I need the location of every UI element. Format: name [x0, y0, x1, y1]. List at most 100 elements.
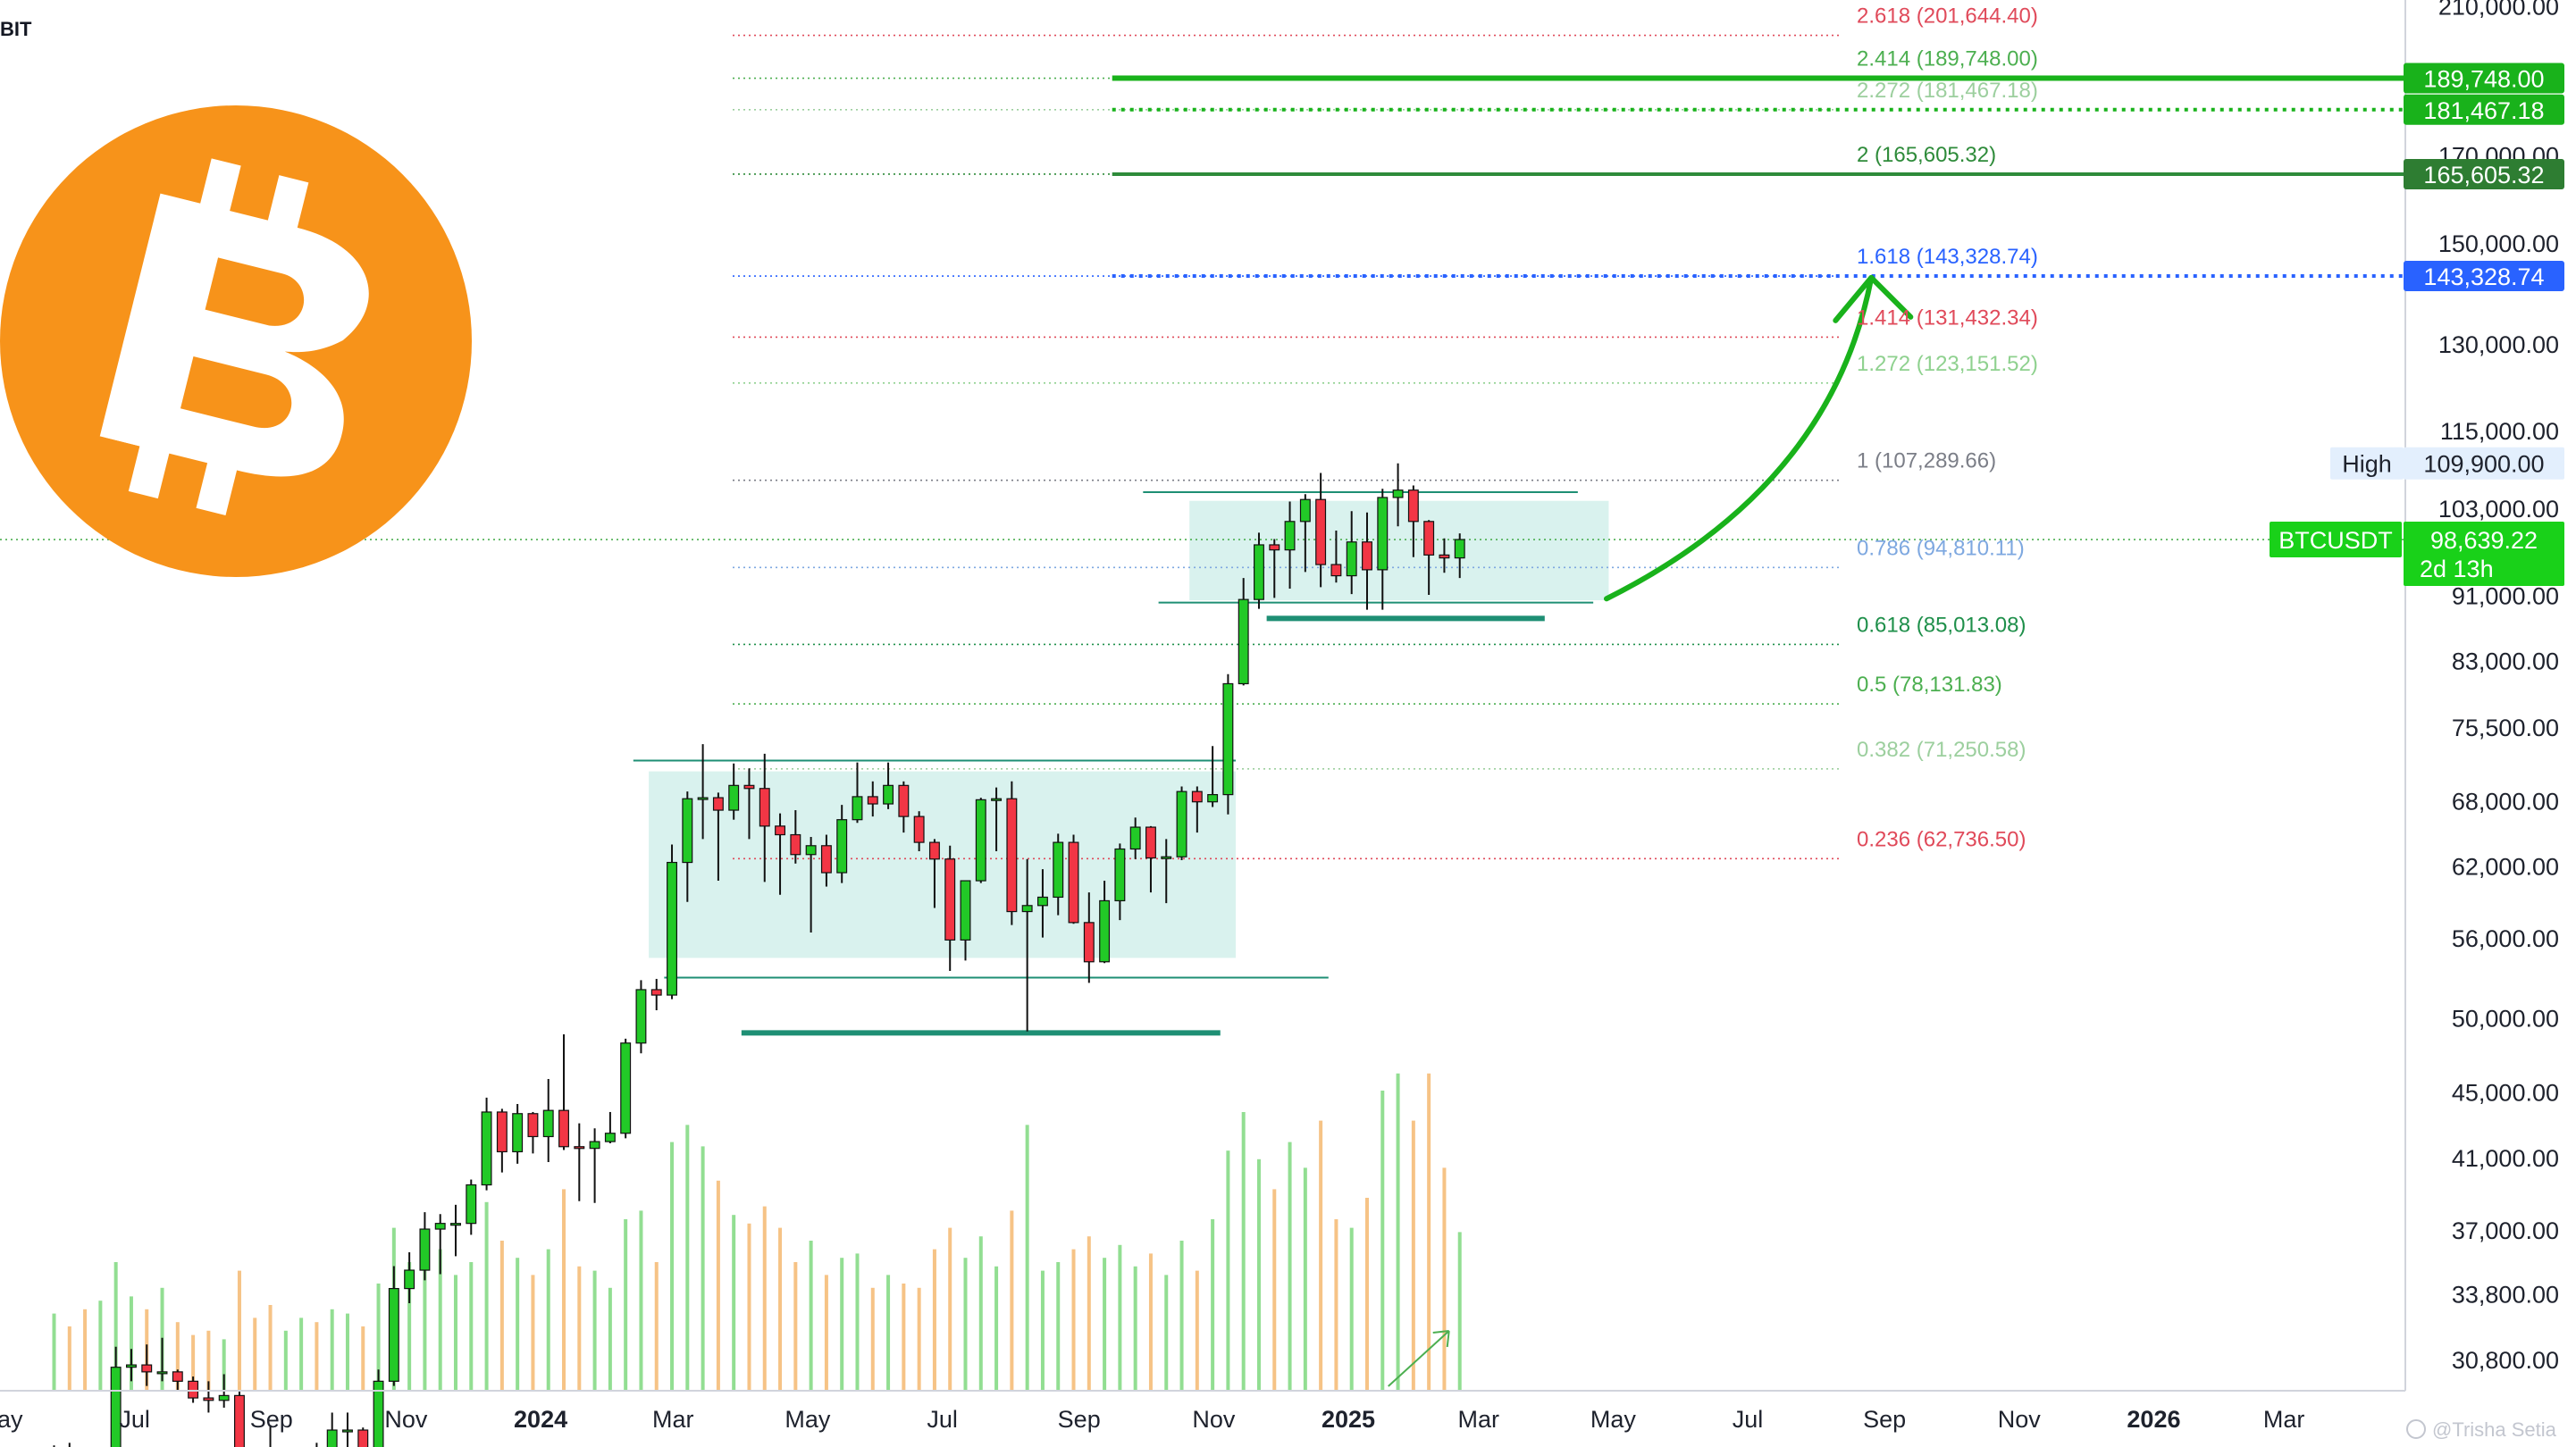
volume-bar	[1303, 1167, 1307, 1391]
volume-bar	[1133, 1266, 1137, 1391]
candle-body	[110, 1367, 122, 1447]
price-tick-label[interactable]: 210,000.00	[2438, 0, 2559, 20]
volume-bar	[747, 1223, 751, 1391]
time-tick-label[interactable]: Sep	[1058, 1406, 1101, 1433]
high-badge-label: High	[2342, 451, 2392, 478]
time-tick-label[interactable]: May	[1590, 1406, 1637, 1433]
price-axis-badges: 189,748.00 181,467.18 165,605.32 143,328.74…	[2270, 63, 2564, 587]
volume-bar	[592, 1270, 597, 1391]
volume-bar	[1427, 1073, 1431, 1391]
time-tick-label[interactable]: Jul	[1733, 1406, 1764, 1433]
volume-bar	[608, 1287, 612, 1391]
candle-body	[1254, 544, 1264, 600]
price-badge-text: 189,748.00	[2423, 66, 2544, 93]
time-tick-label[interactable]: 2024	[514, 1406, 567, 1433]
candle-body	[1068, 841, 1079, 924]
price-tick-label[interactable]: 150,000.00	[2438, 230, 2559, 257]
price-tick-label[interactable]: 45,000.00	[2452, 1080, 2559, 1107]
price-badge-text: 165,605.32	[2423, 162, 2544, 188]
current-price-text: 98,639.22	[2430, 527, 2538, 554]
candle-body	[1392, 489, 1404, 498]
price-tick-label[interactable]: 130,000.00	[2438, 331, 2559, 358]
projection-arrows	[1388, 274, 1914, 1387]
candle-body	[342, 1429, 353, 1433]
volume-bar	[1396, 1073, 1400, 1391]
price-tick-label[interactable]: 30,800.00	[2452, 1347, 2559, 1374]
time-tick-label[interactable]: Mar	[652, 1406, 694, 1433]
volume-bar	[577, 1266, 582, 1391]
symbol-badge-bg	[2270, 522, 2402, 558]
candle-body	[667, 861, 677, 996]
volume-bar	[1288, 1142, 1292, 1391]
price-tick-label[interactable]: 56,000.00	[2452, 925, 2559, 952]
volume-bar	[299, 1317, 304, 1391]
candle-body	[388, 1287, 399, 1382]
time-tick-label[interactable]: Mar	[2263, 1406, 2305, 1433]
time-tick-label[interactable]: Jul	[927, 1406, 958, 1433]
volume-bar	[732, 1215, 736, 1391]
time-tick-label[interactable]: Nov	[1192, 1406, 1236, 1433]
volume-bar	[670, 1142, 675, 1391]
time-tick-label[interactable]: Nov	[384, 1406, 428, 1433]
consolidation-zone	[649, 771, 1237, 958]
fib-level-label: 1.618 (143,328.74)	[1857, 245, 2038, 269]
price-tick-label[interactable]: 41,000.00	[2452, 1145, 2559, 1172]
price-tick-label[interactable]: 50,000.00	[2452, 1005, 2559, 1032]
price-tick-label[interactable]: 103,000.00	[2438, 496, 2559, 523]
volume-bar	[902, 1284, 906, 1391]
time-axis[interactable]: May Jul Sep Nov 2024 Mar May Jul Sep Nov 2025 Mar Ma…	[0, 1406, 2304, 1433]
price-badge-bg	[2404, 94, 2564, 125]
candle-body	[1176, 790, 1187, 857]
volume-bar	[175, 1322, 180, 1391]
candle-body	[775, 825, 786, 836]
price-tick-label[interactable]: 33,800.00	[2452, 1282, 2559, 1309]
price-tick-label[interactable]: 75,500.00	[2452, 715, 2559, 741]
candle-body	[1346, 541, 1357, 577]
time-tick-label[interactable]: May	[785, 1406, 831, 1433]
volume-bar	[1241, 1112, 1246, 1391]
time-tick-label[interactable]: May	[0, 1406, 23, 1433]
fib-level-label: 2 (165,605.32)	[1857, 143, 1996, 167]
candle-body	[743, 784, 755, 790]
time-tick-label[interactable]: 2026	[2127, 1406, 2180, 1433]
candle-body	[883, 784, 894, 805]
price-tick-label[interactable]: 91,000.00	[2452, 583, 2559, 610]
price-tick-label[interactable]: 83,000.00	[2452, 648, 2559, 674]
time-tick-label[interactable]: Mar	[1457, 1406, 1499, 1433]
candle-body	[759, 788, 770, 827]
price-badge: 189,748.00	[2404, 63, 2564, 94]
volume-bar	[499, 1241, 504, 1391]
candle-body	[326, 1429, 338, 1447]
time-tick-label[interactable]: Nov	[1998, 1406, 2042, 1433]
fib-level-label: 2.618 (201,644.40)	[1857, 4, 2038, 29]
candle-body	[218, 1394, 230, 1401]
time-tick-label[interactable]: Sep	[250, 1406, 293, 1433]
time-tick-label[interactable]: Jul	[119, 1406, 150, 1433]
candle-body	[650, 989, 662, 996]
volume-bar	[1319, 1120, 1323, 1391]
candle-body	[542, 1109, 554, 1138]
price-tick-label[interactable]: 62,000.00	[2452, 854, 2559, 881]
volume-bar	[546, 1249, 550, 1391]
fibonacci-labels: 2.618 (201,644.40) 2.414 (189,748.00) 2.27…	[1857, 4, 2038, 852]
volume-bar	[639, 1210, 643, 1391]
candle-body	[450, 1223, 461, 1226]
fib-level-label: 0.236 (62,736.50)	[1857, 827, 2026, 851]
candle-body	[728, 784, 740, 811]
price-badge-bg	[2404, 261, 2564, 292]
candle-body	[1362, 541, 1372, 571]
candle-body	[125, 1364, 137, 1368]
price-badge: 181,467.18	[2404, 94, 2564, 125]
price-tick-label[interactable]: 37,000.00	[2452, 1217, 2559, 1244]
price-tick-label[interactable]: 115,000.00	[2440, 418, 2559, 445]
candle-body	[898, 784, 910, 817]
time-tick-label[interactable]: Sep	[1863, 1406, 1906, 1433]
candle-body	[1284, 521, 1296, 551]
price-tick-label[interactable]: 68,000.00	[2452, 789, 2559, 816]
time-tick-label[interactable]: 2025	[1322, 1406, 1375, 1433]
volume-bar	[917, 1287, 921, 1391]
candle-body	[481, 1111, 492, 1186]
volume-bar	[994, 1266, 999, 1391]
volume-bar	[469, 1262, 474, 1391]
